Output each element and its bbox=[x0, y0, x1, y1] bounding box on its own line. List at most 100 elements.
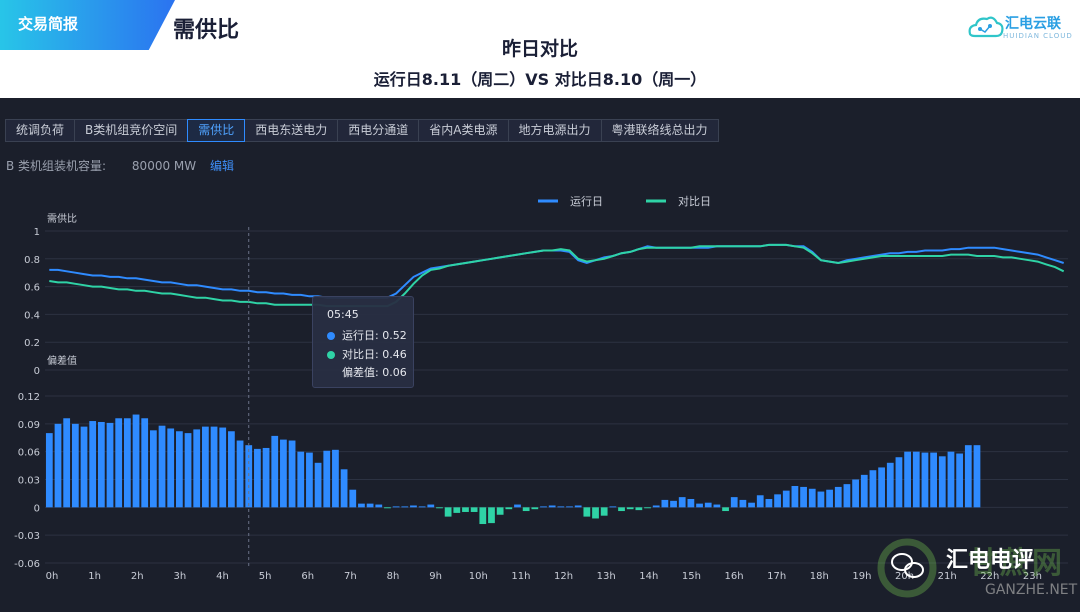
bottom-y-tick: 0.06 bbox=[18, 448, 40, 459]
deviation-bar bbox=[149, 430, 157, 508]
deviation-bar bbox=[332, 449, 339, 508]
bottom-y-tick: -0.06 bbox=[14, 559, 40, 570]
tab-2[interactable]: 需供比 bbox=[187, 119, 246, 142]
x-tick: 21h bbox=[938, 571, 957, 582]
tab-6[interactable]: 地方电源出力 bbox=[507, 119, 602, 142]
deviation-bar bbox=[592, 507, 599, 519]
deviation-bar bbox=[730, 497, 738, 508]
x-tick: 7h bbox=[344, 571, 357, 582]
deviation-bar bbox=[418, 506, 426, 508]
deviation-bar bbox=[618, 507, 625, 512]
deviation-bar bbox=[852, 479, 859, 508]
top-y-tick: 0.8 bbox=[24, 255, 40, 266]
compare-dot-icon bbox=[327, 351, 335, 359]
x-tick: 10h bbox=[469, 571, 488, 582]
deviation-bar bbox=[158, 425, 166, 508]
deviation-bar bbox=[306, 452, 313, 508]
series-line-1 bbox=[49, 243, 1065, 308]
deviation-bar bbox=[444, 507, 452, 517]
deviation-bar bbox=[947, 451, 955, 508]
tab-7[interactable]: 粤港联络线总出力 bbox=[600, 119, 719, 142]
deviation-bar bbox=[141, 418, 149, 508]
tab-4[interactable]: 西电分通道 bbox=[337, 119, 420, 142]
watermark-text: 汇电电评 bbox=[946, 548, 1035, 573]
capacity-value: 80000 MW bbox=[131, 159, 197, 173]
x-tick: 4h bbox=[216, 571, 229, 582]
deviation-bar bbox=[254, 448, 261, 508]
deviation-bar bbox=[427, 504, 435, 508]
bottom-y-tick: -0.03 bbox=[14, 531, 40, 542]
legend-label-0: 运行日 bbox=[570, 195, 603, 208]
bottom-y-tick: 0 bbox=[34, 503, 40, 514]
deviation-bar bbox=[912, 451, 920, 508]
deviation-bar bbox=[496, 507, 504, 515]
logo-name: 汇电云联 bbox=[1005, 16, 1061, 32]
deviation-bar bbox=[288, 440, 296, 508]
compare-subtitle: 运行日8.11（周二）VS 对比日8.10（周一） bbox=[373, 70, 707, 89]
tab-3[interactable]: 西电东送电力 bbox=[244, 119, 339, 142]
deviation-bar bbox=[791, 485, 799, 508]
deviation-bar bbox=[453, 507, 461, 513]
deviation-bar bbox=[210, 426, 218, 508]
tab-bar: 统调负荷 B类机组竞价空间 需供比 西电东送电力 西电分通道 省内A类电源 地方电源出力 粤港… bbox=[5, 119, 719, 142]
deviation-bar bbox=[722, 507, 729, 512]
x-tick: 16h bbox=[724, 571, 743, 582]
deviation-bar bbox=[878, 467, 885, 508]
capacity-info: B 类机组装机容量: 80000 MW 编辑 bbox=[6, 157, 234, 174]
watermark bbox=[862, 530, 1080, 608]
deviation-bar bbox=[89, 421, 97, 508]
top-y-axis-label: 需供比 bbox=[47, 212, 77, 225]
deviation-bar bbox=[106, 422, 114, 508]
deviation-bar bbox=[219, 427, 227, 508]
deviation-bar bbox=[661, 499, 669, 508]
top-y-tick: 0 bbox=[34, 366, 40, 377]
deviation-bar bbox=[826, 489, 833, 508]
logo-subtitle: HUIDIAN CLOUD bbox=[1003, 32, 1073, 40]
deviation-bar bbox=[97, 421, 105, 508]
deviation-bar bbox=[678, 497, 686, 508]
deviation-bar bbox=[80, 426, 88, 508]
deviation-bar bbox=[45, 433, 53, 508]
deviation-bar bbox=[930, 452, 938, 508]
cloud-logo-icon bbox=[968, 16, 1004, 38]
edit-link[interactable]: 编辑 bbox=[209, 159, 234, 173]
deviation-bar bbox=[358, 503, 365, 508]
deviation-bar bbox=[938, 456, 946, 508]
tab-1[interactable]: B类机组竞价空间 bbox=[74, 119, 189, 142]
deviation-bar bbox=[436, 507, 443, 509]
tab-5[interactable]: 省内A类电源 bbox=[418, 119, 509, 142]
deviation-bar bbox=[635, 507, 643, 511]
deviation-bar bbox=[800, 486, 807, 508]
deviation-bar bbox=[175, 431, 183, 508]
deviation-bar bbox=[202, 426, 209, 508]
deviation-bar bbox=[713, 504, 721, 508]
deviation-bar bbox=[973, 445, 981, 508]
x-tick: 5h bbox=[259, 571, 272, 582]
x-tick: 9h bbox=[429, 571, 442, 582]
x-tick: 20h bbox=[895, 571, 914, 582]
deviation-bar bbox=[644, 507, 651, 509]
x-tick: 12h bbox=[554, 571, 573, 582]
deviation-bar bbox=[349, 489, 357, 508]
deviation-bar bbox=[557, 506, 565, 508]
deviation-bar bbox=[262, 447, 270, 508]
deviation-bar bbox=[280, 439, 287, 508]
deviation-bar bbox=[808, 488, 816, 508]
watermark-url: GANZHE.NET bbox=[985, 582, 1078, 598]
x-tick: 13h bbox=[597, 571, 616, 582]
tooltip-run-value: 运行日: 0.52 bbox=[342, 329, 407, 342]
deviation-bar bbox=[895, 457, 903, 508]
deviation-bar bbox=[123, 418, 131, 508]
deviation-bar bbox=[843, 484, 851, 508]
series-line-0 bbox=[49, 243, 1065, 299]
deviation-bar bbox=[652, 505, 660, 508]
legend-label-1: 对比日 bbox=[678, 194, 711, 208]
tooltip-compare-value: 对比日: 0.46 bbox=[342, 348, 407, 361]
x-tick: 22h bbox=[980, 571, 999, 582]
tooltip-diff-row: 偏差值: 0.06 bbox=[342, 364, 407, 380]
tab-0[interactable]: 统调负荷 bbox=[5, 119, 76, 142]
deviation-bar bbox=[323, 450, 331, 508]
compare-title: 昨日对比 bbox=[501, 38, 578, 60]
run-dot-icon bbox=[327, 332, 335, 340]
deviation-bar bbox=[670, 500, 677, 508]
